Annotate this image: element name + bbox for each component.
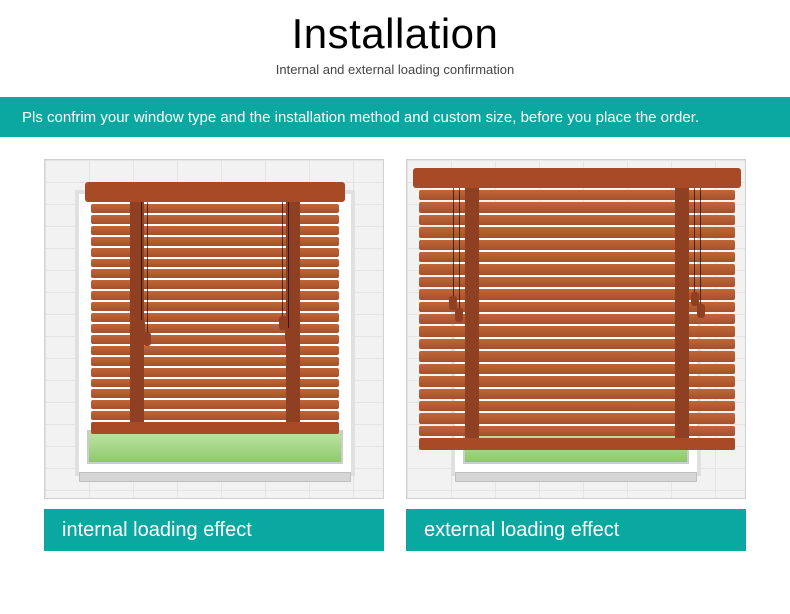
blind-cord bbox=[282, 202, 283, 318]
caption-internal-text: internal loading effect bbox=[62, 519, 252, 542]
blind-tassel bbox=[279, 316, 287, 330]
blind-slat bbox=[91, 411, 339, 420]
blind-tassel bbox=[285, 328, 293, 342]
header: Installation Internal and external loadi… bbox=[0, 0, 790, 77]
blind-tassel bbox=[455, 308, 463, 322]
blind-slat bbox=[91, 357, 339, 366]
blind-external bbox=[413, 168, 741, 450]
blind-bottomrail bbox=[91, 422, 339, 434]
caption-internal: internal loading effect bbox=[44, 509, 384, 551]
window-view bbox=[87, 430, 343, 464]
blind-tape-left bbox=[465, 188, 479, 440]
window-sill bbox=[79, 472, 351, 482]
blind-slat bbox=[91, 215, 339, 224]
blind-headrail bbox=[413, 168, 741, 188]
blind-cord bbox=[453, 188, 454, 298]
window-sill bbox=[455, 472, 697, 482]
blind-slat bbox=[91, 335, 339, 344]
blind-slat bbox=[91, 291, 339, 300]
illustration-internal bbox=[44, 159, 384, 499]
blind-slat bbox=[91, 324, 339, 333]
blind-slats bbox=[91, 204, 339, 420]
page-subtitle: Internal and external loading confirmati… bbox=[0, 62, 790, 77]
panels-row: internal loading effect external loading… bbox=[0, 159, 790, 551]
blind-slat bbox=[91, 302, 339, 311]
blind-slat bbox=[91, 237, 339, 246]
blind-slat bbox=[91, 379, 339, 388]
blind-slat bbox=[91, 204, 339, 213]
blind-headrail bbox=[85, 182, 345, 202]
page-title: Installation bbox=[0, 10, 790, 58]
blind-cord bbox=[288, 202, 289, 330]
blind-internal bbox=[85, 182, 345, 434]
blind-slat bbox=[91, 346, 339, 355]
blind-cord bbox=[694, 188, 695, 294]
blind-slat bbox=[91, 400, 339, 409]
notice-banner: Pls confrim your window type and the ins… bbox=[0, 97, 790, 137]
blind-cord bbox=[700, 188, 701, 306]
blind-tape-right bbox=[675, 188, 689, 440]
blind-bottomrail bbox=[419, 438, 735, 450]
blind-tassel bbox=[691, 292, 699, 306]
blind-slat bbox=[91, 226, 339, 235]
blind-slat bbox=[91, 368, 339, 377]
blind-cord bbox=[147, 202, 148, 334]
blind-tassel bbox=[697, 304, 705, 318]
caption-external: external loading effect bbox=[406, 509, 746, 551]
blind-slat bbox=[91, 280, 339, 289]
blind-slat bbox=[91, 248, 339, 257]
notice-text: Pls confrim your window type and the ins… bbox=[22, 109, 699, 126]
panel-external: external loading effect bbox=[406, 159, 746, 551]
blind-tassel bbox=[143, 332, 151, 346]
blind-slat bbox=[91, 269, 339, 278]
blind-slat bbox=[91, 389, 339, 398]
blind-cord bbox=[141, 202, 142, 322]
panel-internal: internal loading effect bbox=[44, 159, 384, 551]
caption-external-text: external loading effect bbox=[424, 519, 619, 542]
blind-cord bbox=[459, 188, 460, 310]
blind-slat bbox=[91, 259, 339, 268]
blind-slat bbox=[91, 313, 339, 322]
illustration-external bbox=[406, 159, 746, 499]
